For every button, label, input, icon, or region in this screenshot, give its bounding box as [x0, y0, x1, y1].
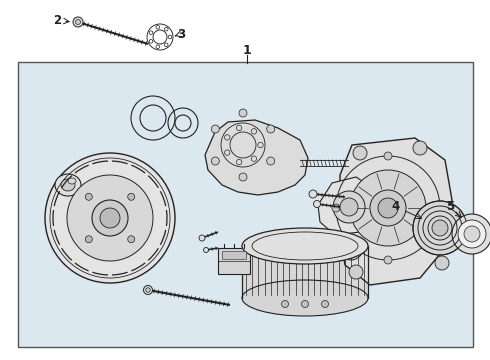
Circle shape	[413, 201, 467, 255]
Polygon shape	[340, 138, 452, 285]
Ellipse shape	[68, 178, 76, 184]
Circle shape	[144, 285, 152, 294]
Circle shape	[432, 220, 448, 236]
Circle shape	[353, 146, 367, 160]
Circle shape	[301, 301, 309, 307]
Circle shape	[281, 301, 289, 307]
Circle shape	[239, 109, 247, 117]
Circle shape	[92, 200, 128, 236]
Bar	[222, 251, 246, 259]
Circle shape	[436, 204, 444, 212]
Circle shape	[452, 214, 490, 254]
Circle shape	[464, 226, 480, 242]
Circle shape	[349, 265, 363, 279]
Ellipse shape	[242, 280, 368, 316]
Circle shape	[73, 17, 83, 27]
Circle shape	[384, 256, 392, 264]
Polygon shape	[318, 177, 380, 235]
Circle shape	[203, 248, 209, 252]
Ellipse shape	[61, 179, 75, 191]
Bar	[18, 62, 473, 347]
Circle shape	[332, 204, 340, 212]
Circle shape	[85, 236, 92, 243]
Circle shape	[100, 208, 120, 228]
Circle shape	[239, 173, 247, 181]
Circle shape	[67, 175, 153, 261]
Circle shape	[199, 235, 205, 241]
Circle shape	[378, 198, 398, 218]
Circle shape	[333, 191, 365, 223]
Polygon shape	[205, 120, 308, 195]
Text: 5: 5	[446, 199, 454, 212]
Circle shape	[128, 236, 135, 243]
Circle shape	[370, 190, 406, 226]
Circle shape	[340, 198, 358, 216]
Ellipse shape	[55, 174, 81, 196]
Circle shape	[321, 301, 328, 307]
Text: 1: 1	[243, 44, 251, 57]
Ellipse shape	[242, 228, 368, 264]
Circle shape	[128, 193, 135, 200]
Circle shape	[384, 152, 392, 160]
Bar	[218, 248, 250, 274]
Circle shape	[85, 193, 92, 200]
Polygon shape	[242, 246, 368, 298]
Text: 4: 4	[392, 199, 400, 212]
Circle shape	[211, 157, 220, 165]
Circle shape	[309, 190, 317, 198]
Circle shape	[413, 141, 427, 155]
Text: 2: 2	[53, 13, 61, 27]
Circle shape	[75, 19, 80, 24]
Circle shape	[45, 153, 175, 283]
Circle shape	[350, 170, 426, 246]
Circle shape	[314, 201, 320, 207]
Circle shape	[267, 157, 275, 165]
Circle shape	[435, 256, 449, 270]
Circle shape	[146, 288, 150, 292]
Circle shape	[211, 125, 220, 133]
Text: 3: 3	[177, 27, 185, 40]
Circle shape	[267, 125, 275, 133]
Circle shape	[458, 220, 486, 248]
